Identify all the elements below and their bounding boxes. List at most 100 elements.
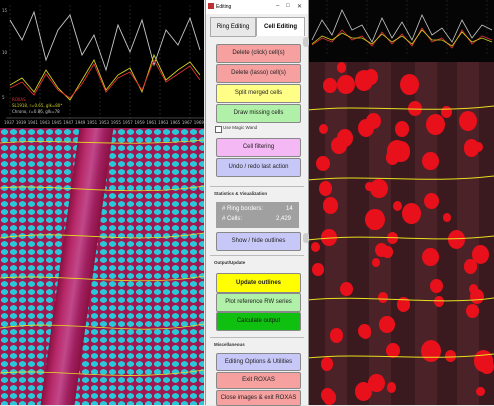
cell-filtering-button[interactable]: Cell filtering — [216, 138, 301, 157]
x-tick: 1965 — [170, 120, 181, 125]
resize-handle[interactable] — [303, 37, 309, 47]
cell-lumen — [480, 358, 494, 374]
cell-lumen — [360, 326, 372, 339]
cell-lumen — [365, 181, 374, 191]
x-tick: 1949 — [75, 120, 86, 125]
cell-lumen — [322, 197, 339, 215]
cell-lumen — [396, 297, 410, 312]
cell-lumen — [374, 242, 389, 258]
tab-cell-editing[interactable]: Cell Editing — [256, 17, 305, 36]
delete-lasso-button[interactable]: Delete (lasso) cell(s) — [216, 64, 301, 83]
cell-lumen — [458, 110, 477, 131]
cell-lumen — [377, 291, 389, 304]
cell-lumen — [394, 121, 410, 138]
legend-roxas: ROXAS — [12, 97, 26, 102]
x-axis-ticks: 1937 1939 1941 1943 1945 1947 1949 1951 … — [4, 120, 204, 125]
x-tick: 1945 — [51, 120, 62, 125]
cell-lumen — [386, 150, 400, 166]
split-merged-button[interactable]: Split merged cells — [216, 84, 301, 103]
minimize-icon[interactable]: – — [276, 3, 280, 9]
editing-options-button[interactable]: Editing Options & Utilities — [216, 353, 301, 371]
cell-lumen — [363, 69, 378, 85]
section-stats: Statistics & Visualization — [214, 191, 268, 196]
cell-lumen — [407, 100, 422, 116]
ring-boundaries-right — [307, 105, 494, 359]
x-tick: 1955 — [110, 120, 121, 125]
wood-cells-image-left[interactable] — [0, 128, 204, 405]
cell-lumen — [470, 289, 485, 305]
y-tick: 5 — [2, 95, 5, 100]
x-tick: 1961 — [146, 120, 157, 125]
resize-handle[interactable] — [303, 233, 309, 243]
x-tick: 1947 — [63, 120, 74, 125]
show-hide-outlines-button[interactable]: Show / hide outlines — [216, 232, 301, 251]
x-tick: 1963 — [158, 120, 169, 125]
cell-lumen — [329, 327, 344, 343]
cell-lumen — [447, 230, 465, 249]
draw-missing-button[interactable]: Draw missing cells — [216, 104, 301, 123]
cell-lumen — [425, 113, 446, 136]
undo-redo-button[interactable]: Undo / redo last action — [216, 158, 301, 177]
title-bar: Editing – □ ✕ — [206, 0, 308, 14]
close-images-button[interactable]: Close images & exit ROXAS — [216, 390, 301, 406]
divider — [210, 255, 304, 256]
wood-cells-image-right[interactable] — [307, 62, 494, 405]
cell-lumen — [337, 74, 356, 95]
x-tick: 1939 — [15, 120, 27, 125]
divider — [210, 186, 304, 187]
cell-lumen — [379, 316, 395, 333]
cell-lumen — [471, 244, 490, 264]
cell-lumen — [310, 241, 320, 252]
cell-lumen — [429, 278, 443, 293]
ring-borders-label: # Ring borders: — [222, 206, 264, 212]
cell-lumen — [336, 62, 347, 73]
plot-reference-button[interactable]: Plot reference RW series — [216, 293, 301, 312]
close-icon[interactable]: ✕ — [297, 4, 303, 10]
cell-lumen — [323, 77, 337, 93]
cell-lumen — [402, 203, 421, 224]
cell-lumen — [312, 263, 324, 276]
y-tick: 10 — [2, 50, 8, 55]
update-outlines-button[interactable]: Update outlines — [216, 273, 301, 293]
cell-lumen — [440, 106, 452, 119]
cell-lumen — [320, 387, 334, 403]
cell-lumen — [443, 213, 452, 223]
ring-boundaries-left — [0, 139, 204, 376]
cells-label: # Cells: — [222, 216, 243, 222]
x-tick: 1957 — [122, 120, 133, 125]
delete-click-button[interactable]: Delete (click) cell(s) — [216, 44, 301, 63]
window-title: Editing — [216, 4, 232, 10]
cell-lumen — [476, 386, 485, 397]
editing-panel: Editing – □ ✕ Ring Editing Cell Editing … — [205, 0, 309, 406]
tab-ring-editing[interactable]: Ring Editing — [210, 17, 256, 37]
cell-lumen — [366, 113, 382, 130]
x-tick: 1943 — [39, 120, 50, 125]
cell-lumen — [367, 373, 385, 393]
x-tick: 1951 — [87, 120, 98, 125]
cell-lumen — [316, 155, 331, 171]
x-tick: 1969 — [193, 120, 204, 125]
cell-lumen — [373, 218, 383, 228]
section-misc: Miscellaneous — [214, 342, 245, 347]
cell-lumen — [444, 349, 457, 362]
cell-lumen — [337, 129, 354, 147]
ring-width-chart: 15 10 5 ROXAS SL1918, r=0.65, glk=80* Ch… — [0, 0, 204, 128]
cell-lumen — [464, 258, 478, 274]
exit-roxas-button[interactable]: Exit ROXAS — [216, 372, 301, 389]
cell-lumen — [465, 303, 480, 319]
cell-lumen — [468, 283, 479, 295]
cell-lumen — [421, 339, 442, 362]
maximize-icon[interactable]: □ — [286, 3, 290, 9]
cell-lumen — [399, 73, 420, 96]
cell-lumen — [393, 200, 403, 212]
x-tick: 1959 — [134, 120, 145, 125]
calculate-output-button[interactable]: Calculate output — [216, 312, 301, 331]
magic-wand-checkbox[interactable] — [215, 126, 222, 133]
stats-box: # Ring borders: 14 # Cells: 2,429 — [216, 202, 299, 228]
cell-lumen — [422, 151, 439, 170]
cell-lumen — [371, 258, 380, 268]
legend-chrono: Chrono, r=0.86, glk=78 — [12, 109, 60, 114]
y-tick: 15 — [2, 8, 8, 13]
divider — [210, 337, 304, 338]
x-tick: 1941 — [27, 120, 38, 125]
